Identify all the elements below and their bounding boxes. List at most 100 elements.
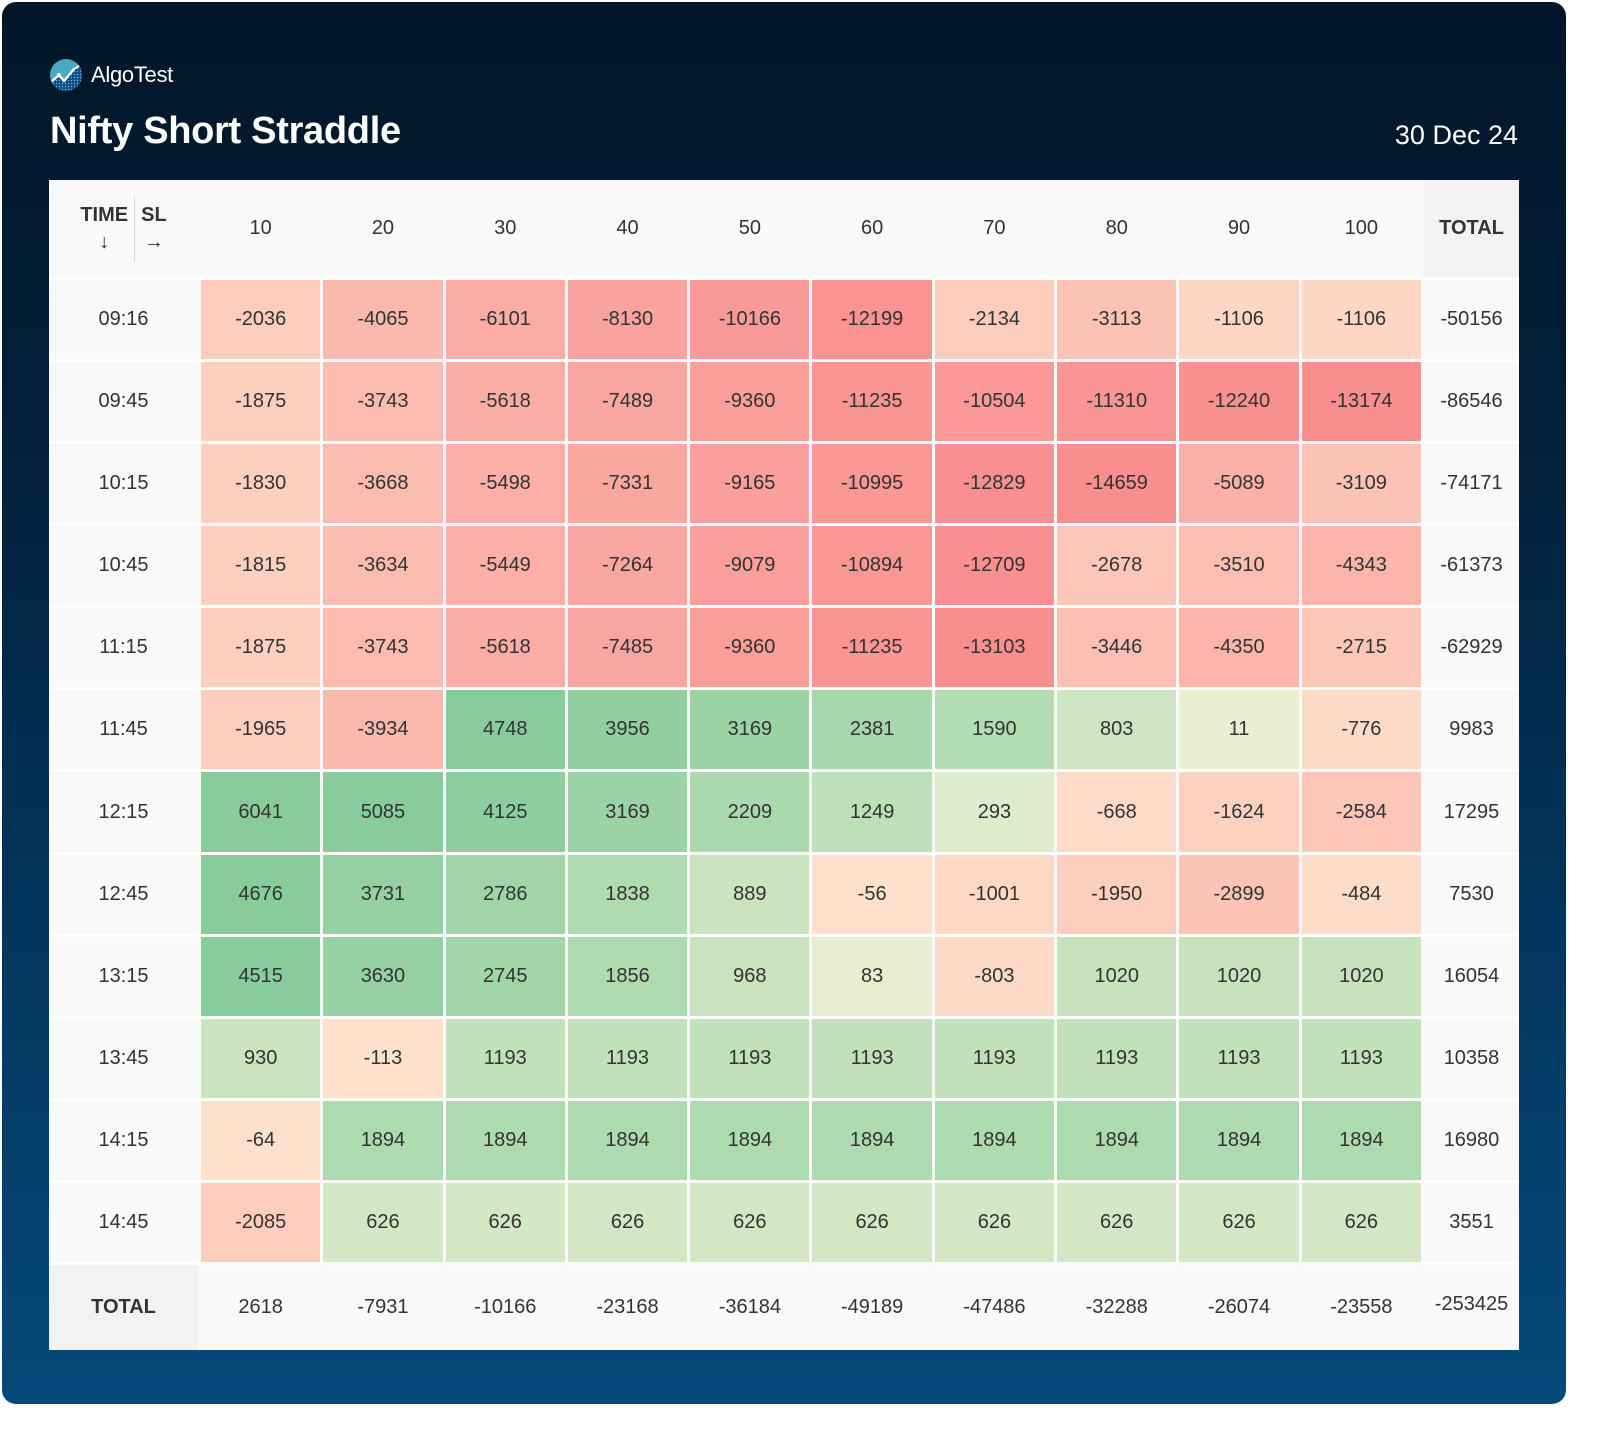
heatmap-cell: 1894 bbox=[323, 1100, 443, 1183]
heatmap-cell: -1875 bbox=[201, 608, 321, 691]
row-time-label: 14:45 bbox=[49, 1182, 198, 1265]
heatmap-cell: 1020 bbox=[1179, 936, 1299, 1019]
heatmap-cell: 3731 bbox=[323, 854, 443, 937]
corner-header: TIME ↓ SL → bbox=[49, 180, 198, 280]
page-title: Nifty Short Straddle bbox=[50, 110, 401, 152]
heatmap-cell: -3743 bbox=[323, 608, 443, 691]
heatmap-cell: 1193 bbox=[567, 1018, 688, 1101]
heatmap-cell: 1894 bbox=[1301, 1100, 1421, 1183]
heatmap-cell: 1193 bbox=[812, 1018, 932, 1101]
heatmap-cell: -1965 bbox=[201, 690, 321, 773]
heatmap-cell: 626 bbox=[1301, 1182, 1421, 1265]
brand: AlgoTest bbox=[49, 57, 173, 93]
heatmap-cell: 1894 bbox=[1179, 1100, 1299, 1183]
heatmap-cell: 1193 bbox=[1301, 1018, 1421, 1101]
heatmap-cell: -10995 bbox=[812, 444, 932, 527]
row-total: -61373 bbox=[1424, 526, 1519, 609]
heatmap-cell: 626 bbox=[1179, 1182, 1299, 1265]
heatmap-cell: -10894 bbox=[812, 526, 932, 609]
heatmap-cell: -3510 bbox=[1179, 526, 1299, 609]
heatmap-cell: 3169 bbox=[567, 772, 688, 855]
heatmap-cell: -2899 bbox=[1179, 854, 1299, 937]
column-header: 80 bbox=[1057, 180, 1177, 280]
column-total: -23558 bbox=[1301, 1265, 1421, 1350]
row-time-label: 14:15 bbox=[49, 1100, 198, 1183]
heatmap-cell: 626 bbox=[934, 1182, 1055, 1265]
table-row: 12:15 6041 5085 4125 3169 2209 1249 293 -668 -162… bbox=[49, 772, 1519, 855]
column-total: -47486 bbox=[934, 1265, 1055, 1350]
heatmap-cell: 626 bbox=[323, 1182, 443, 1265]
table-row: 11:45 -1965 -3934 4748 3956 3169 2381 1590 803 11… bbox=[49, 690, 1519, 773]
row-total: 3551 bbox=[1424, 1182, 1519, 1265]
heatmap-cell: 3169 bbox=[690, 690, 810, 773]
heatmap-cell: -776 bbox=[1301, 690, 1421, 773]
heatmap-cell: 1894 bbox=[812, 1100, 932, 1183]
heatmap-cell: -113 bbox=[323, 1018, 443, 1101]
heatmap-cell: 626 bbox=[690, 1182, 810, 1265]
header-row: TIME ↓ SL → 10 20 30 40 bbox=[49, 180, 1519, 280]
row-time-label: 13:15 bbox=[49, 936, 198, 1019]
heatmap-cell: -10166 bbox=[690, 280, 810, 363]
table-row: 09:16 -2036 -4065 -6101 -8130 -10166 -12199 -21… bbox=[49, 280, 1519, 363]
heatmap-cell: -9079 bbox=[690, 526, 810, 609]
heatmap-cell: -7264 bbox=[567, 526, 688, 609]
heatmap-cell: 1838 bbox=[567, 854, 688, 937]
heatmap-cell: 1894 bbox=[567, 1100, 688, 1183]
totals-row-label: TOTAL bbox=[49, 1265, 198, 1350]
heatmap-cell: -12240 bbox=[1179, 362, 1299, 445]
column-header: 10 bbox=[201, 180, 321, 280]
sl-label: SL bbox=[141, 203, 167, 226]
heatmap-cell: 1894 bbox=[1057, 1100, 1177, 1183]
row-time-label: 13:45 bbox=[49, 1018, 198, 1101]
heatmap-cell: -9165 bbox=[690, 444, 810, 527]
heatmap-cell: 4125 bbox=[445, 772, 565, 855]
arrow-down-icon: ↓ bbox=[99, 230, 110, 253]
heatmap-cell: 889 bbox=[690, 854, 810, 937]
row-total: -62929 bbox=[1424, 608, 1519, 691]
heatmap-cell: -4343 bbox=[1301, 526, 1421, 609]
heatmap-cell: 1193 bbox=[1057, 1018, 1177, 1101]
heatmap-cell: -2678 bbox=[1057, 526, 1177, 609]
heatmap-cell: 626 bbox=[567, 1182, 688, 1265]
heatmap-cell: 4748 bbox=[445, 690, 565, 773]
heatmap-cell: -3109 bbox=[1301, 444, 1421, 527]
heatmap-cell: -2036 bbox=[201, 280, 321, 363]
sl-axis-label: SL → bbox=[135, 196, 173, 262]
heatmap-cell: 5085 bbox=[323, 772, 443, 855]
heatmap-cell: 1193 bbox=[690, 1018, 810, 1101]
heatmap-cell: -12199 bbox=[812, 280, 932, 363]
heatmap-cell: -2134 bbox=[934, 280, 1055, 363]
report-card: AlgoTest Nifty Short Straddle 30 Dec 24 … bbox=[2, 2, 1566, 1404]
heatmap-cell: -64 bbox=[201, 1100, 321, 1183]
total-column-header: TOTAL bbox=[1424, 180, 1519, 280]
heatmap-cell: 3956 bbox=[567, 690, 688, 773]
heatmap-cell: -13174 bbox=[1301, 362, 1421, 445]
heatmap-cell: 626 bbox=[445, 1182, 565, 1265]
heatmap-cell: 4515 bbox=[201, 936, 321, 1019]
heatmap-cell: -3743 bbox=[323, 362, 443, 445]
column-header: 50 bbox=[690, 180, 810, 280]
heatmap-cell: 1193 bbox=[445, 1018, 565, 1101]
heatmap-cell: -1830 bbox=[201, 444, 321, 527]
heatmap-cell: -2085 bbox=[201, 1182, 321, 1265]
heatmap-cell: 293 bbox=[934, 772, 1055, 855]
heatmap-cell: 1020 bbox=[1057, 936, 1177, 1019]
arrow-right-icon: → bbox=[143, 230, 164, 253]
table-row: 12:45 4676 3731 2786 1838 889 -56 -1001 -1950 -28… bbox=[49, 854, 1519, 937]
heatmap-cell: -5089 bbox=[1179, 444, 1299, 527]
column-total: -23168 bbox=[567, 1265, 688, 1350]
heatmap-cell: -1106 bbox=[1301, 280, 1421, 363]
heatmap-cell: -7489 bbox=[567, 362, 688, 445]
row-total: 7530 bbox=[1424, 854, 1519, 937]
row-time-label: 10:15 bbox=[49, 444, 198, 527]
heatmap-cell: -3934 bbox=[323, 690, 443, 773]
row-time-label: 09:45 bbox=[49, 362, 198, 445]
column-total: -10166 bbox=[445, 1265, 565, 1350]
row-time-label: 10:45 bbox=[49, 526, 198, 609]
heatmap-cell: -8130 bbox=[567, 280, 688, 363]
heatmap-cell: -3668 bbox=[323, 444, 443, 527]
table-row: 11:15 -1875 -3743 -5618 -7485 -9360 -11235 -131… bbox=[49, 608, 1519, 691]
column-header: 30 bbox=[445, 180, 565, 280]
table-row: 14:45 -2085 626 626 626 626 626 626 626 626 626 355… bbox=[49, 1182, 1519, 1265]
heatmap-cell: 803 bbox=[1057, 690, 1177, 773]
